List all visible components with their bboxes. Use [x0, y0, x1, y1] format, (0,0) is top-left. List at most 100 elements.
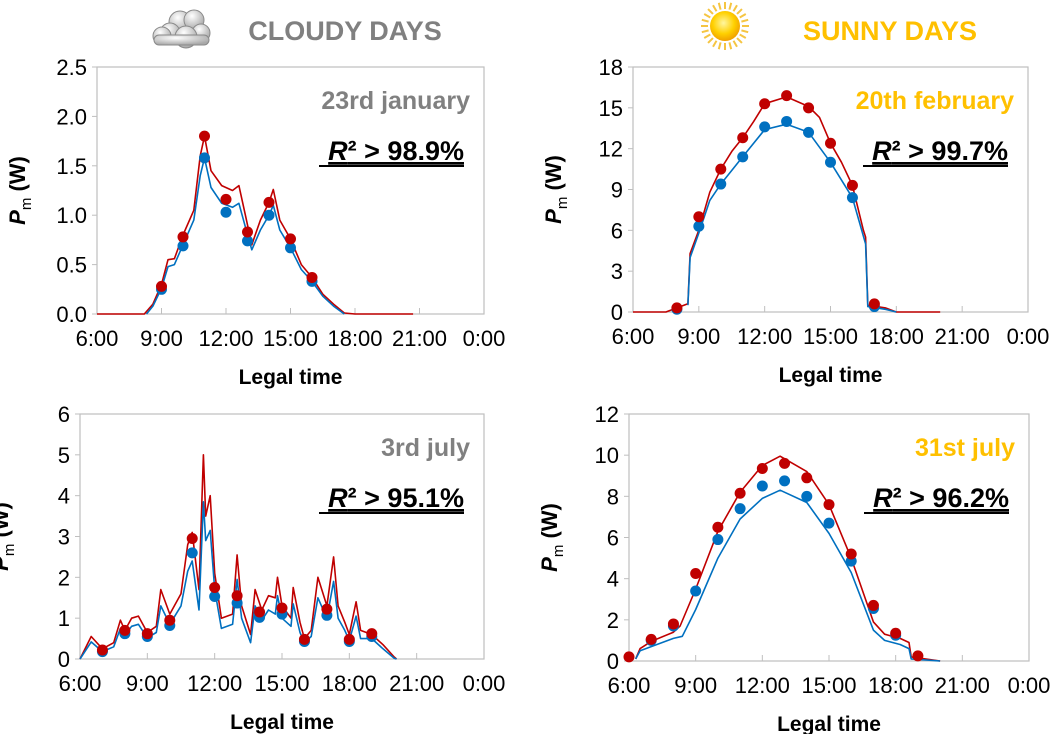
red-data-point	[693, 211, 705, 223]
r-squared-value: ² > 98.9%	[348, 136, 464, 166]
x-tick-label: 0:00	[463, 671, 506, 696]
cloud-icon	[152, 9, 211, 49]
y-tick-label: 0.0	[56, 302, 87, 327]
y-tick-label: 12	[599, 137, 623, 162]
r-squared-symbol: R	[328, 483, 348, 513]
blue-data-point	[693, 220, 705, 232]
y-axis-label-symbol: P	[537, 557, 562, 572]
red-data-point	[199, 130, 210, 142]
y-axis-label: Pm (W)	[5, 156, 35, 225]
red-data-point	[846, 179, 858, 191]
red-data-point	[366, 628, 378, 640]
red-data-point	[285, 233, 296, 245]
blue-line	[634, 489, 941, 662]
sunny-days-header: SUNNY DAYS	[803, 16, 977, 46]
y-tick-label: 12	[595, 402, 619, 427]
red-data-point	[220, 193, 232, 205]
y-tick-label: 0	[611, 300, 623, 325]
x-tick-label: 21:00	[935, 324, 990, 349]
red-data-point	[667, 618, 679, 630]
x-tick-label: 6:00	[608, 673, 651, 698]
y-axis-label: Pm (W)	[0, 502, 18, 571]
x-tick-label: 18:00	[869, 324, 924, 349]
blue-data-point	[846, 192, 858, 204]
x-tick-label: 12:00	[198, 326, 253, 351]
y-tick-label: 0.5	[56, 253, 87, 278]
y-axis-label-unit: (W)	[5, 156, 30, 198]
sun-icon	[701, 2, 749, 50]
red-data-point	[254, 606, 266, 618]
y-tick-label: 4	[58, 484, 70, 509]
blue-data-point	[737, 151, 749, 163]
blue-data-point	[801, 490, 813, 502]
blue-data-point	[177, 240, 189, 252]
red-data-point	[186, 533, 198, 545]
blue-data-point	[779, 475, 791, 487]
x-tick-label: 12:00	[737, 324, 792, 349]
red-data-point	[242, 226, 253, 238]
red-data-point	[781, 90, 793, 102]
y-tick-label: 2.5	[56, 55, 87, 80]
y-axis-label-unit: (W)	[537, 503, 562, 545]
x-tick-label: 15:00	[263, 326, 318, 351]
date-label: 23rd january	[321, 87, 470, 115]
y-axis-label-unit: (W)	[541, 155, 566, 197]
y-tick-label: 6	[58, 402, 70, 427]
y-tick-label: 0	[58, 647, 70, 672]
red-data-point	[164, 614, 176, 626]
blue-data-point	[690, 585, 702, 597]
y-axis-label-symbol: P	[0, 556, 13, 571]
chart-panel: 0.0 0.5 1.0 1.5 2.0 2.5 6:00 9:00 12:00 15:00 18:0…	[5, 55, 505, 389]
blue-data-point	[825, 156, 836, 168]
red-data-point	[231, 590, 243, 602]
blue-data-point	[712, 534, 724, 546]
x-tick-label: 6:00	[76, 326, 119, 351]
x-tick-label: 18:00	[322, 671, 377, 696]
x-tick-label: 9:00	[677, 324, 720, 349]
y-tick-label: 9	[611, 178, 623, 203]
red-data-point	[141, 628, 153, 640]
y-axis-label: Pm (W)	[537, 503, 567, 572]
red-data-point	[645, 633, 657, 645]
y-tick-label: 15	[599, 96, 623, 121]
red-data-point	[209, 582, 221, 594]
r-squared-value: ² > 95.1%	[348, 483, 464, 513]
x-axis-label: Legal time	[777, 713, 881, 734]
blue-data-point	[756, 480, 768, 492]
red-data-point	[119, 624, 131, 636]
red-data-point	[756, 463, 768, 475]
date-label: 31st july	[915, 434, 1015, 462]
red-data-point	[801, 472, 813, 484]
x-tick-label: 21:00	[935, 673, 990, 698]
red-line	[633, 96, 941, 313]
red-data-point	[177, 231, 189, 243]
red-data-point	[912, 650, 924, 662]
red-data-point	[276, 602, 288, 614]
r-squared-annotation: R² > 95.1%	[328, 483, 464, 513]
red-data-point	[298, 633, 310, 645]
r-squared-annotation: R² > 98.9%	[328, 136, 464, 166]
red-data-point	[343, 633, 355, 645]
y-tick-label: 8	[607, 484, 619, 509]
blue-line	[145, 157, 345, 315]
y-tick-label: 4	[607, 567, 619, 592]
x-tick-label: 21:00	[392, 326, 447, 351]
blue-data-point	[263, 209, 275, 221]
x-tick-label: 6:00	[612, 324, 655, 349]
red-data-point	[779, 457, 791, 469]
blue-data-point	[734, 503, 746, 515]
red-data-point	[803, 102, 815, 114]
r-squared-symbol: R	[873, 483, 893, 513]
red-data-point	[715, 163, 727, 175]
r-squared-annotation: R² > 96.2%	[873, 483, 1009, 513]
y-tick-label: 2.0	[56, 104, 87, 129]
x-tick-label: 18:00	[868, 673, 923, 698]
red-data-point	[623, 651, 635, 663]
red-data-point	[671, 302, 683, 314]
x-tick-label: 12:00	[735, 673, 790, 698]
y-tick-label: 0	[607, 649, 619, 674]
y-tick-label: 10	[595, 443, 619, 468]
x-tick-label: 15:00	[803, 324, 858, 349]
red-data-point	[306, 271, 318, 283]
